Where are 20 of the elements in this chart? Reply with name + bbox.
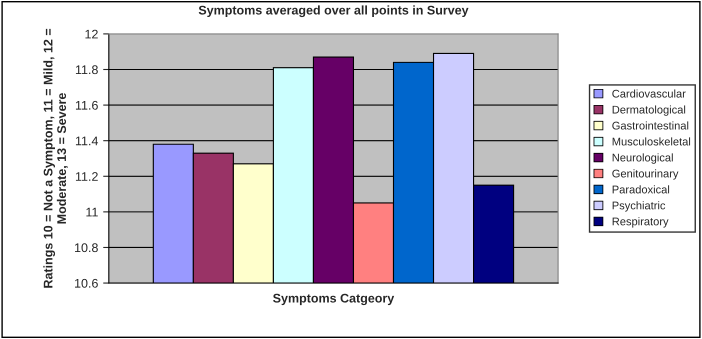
legend-label: Musculoskeletal [612,137,690,146]
y-axis-title: Ratings 10 = Not a Symptom, 11 = Mild, 12 = Moderate, 13 = Severe [43,28,68,288]
legend-label: Psychiatric [612,201,666,212]
legend-label: Genitourinary [612,169,678,180]
y-tick-label: 10.6 [75,278,98,288]
y-tick-label: 10.8 [75,243,98,252]
y-tick-label: 11.8 [76,65,98,74]
legend-label: Paradoxical [612,185,670,194]
y-tick-label: 12 [85,30,98,38]
x-axis-title: Symptoms Catgeory [273,294,394,306]
y-tick-label: 11.4 [76,136,98,146]
legend-label: Respiratory [612,217,669,228]
y-tick-label: 11.2 [76,172,98,181]
chart-title: Symptoms averaged over all points in Survey [198,5,469,18]
legend-label: Cardiovascular [612,89,686,98]
legend-label: Neurological [612,153,673,164]
legend-label: Gastrointestinal [612,121,688,130]
y-tick-label: 11.6 [76,100,98,110]
y-tick-label: 11 [86,208,98,216]
legend-label: Dermatological [612,105,686,116]
